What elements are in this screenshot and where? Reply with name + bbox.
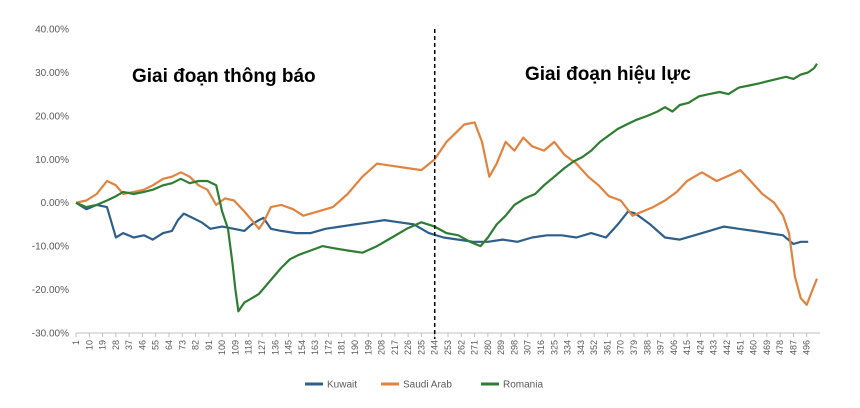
x-tick-label: 478 bbox=[775, 340, 785, 355]
y-tick-label: -20.00% bbox=[32, 285, 69, 296]
x-tick-label: 118 bbox=[244, 340, 254, 354]
x-tick-label: 496 bbox=[802, 340, 812, 355]
series-line-saudi-arab bbox=[75, 121, 819, 306]
x-tick-label: 469 bbox=[762, 340, 772, 355]
y-tick-label: 30.00% bbox=[35, 68, 69, 79]
x-tick-label: 190 bbox=[350, 340, 360, 355]
x-tick-label: 307 bbox=[523, 340, 533, 355]
x-tick-label: 145 bbox=[284, 340, 294, 355]
x-tick-label: 1 bbox=[71, 340, 81, 345]
y-tick-label: 20.00% bbox=[35, 111, 69, 122]
x-tick-label: 181 bbox=[337, 340, 347, 355]
x-tick-label: 379 bbox=[629, 340, 639, 355]
x-tick-label: 109 bbox=[230, 340, 240, 355]
x-tick-label: 487 bbox=[788, 340, 798, 355]
announcement-phase-label: Giai đoạn thông báo bbox=[132, 66, 316, 87]
x-tick-label: 82 bbox=[191, 340, 201, 350]
x-tick-label: 64 bbox=[164, 340, 174, 350]
effective-phase-label: Giai đoạn hiệu lực bbox=[525, 64, 691, 85]
legend-label: Romania bbox=[503, 380, 543, 391]
x-tick-label: 451 bbox=[735, 340, 745, 355]
y-tick-label: 10.00% bbox=[35, 155, 69, 166]
x-tick-label: 271 bbox=[470, 340, 480, 355]
x-tick-label: 46 bbox=[137, 340, 147, 350]
x-tick-label: 415 bbox=[682, 340, 692, 355]
x-tick-label: 334 bbox=[563, 340, 573, 355]
legend-label: Saudi Arab bbox=[403, 380, 452, 391]
x-tick-label: 388 bbox=[642, 340, 652, 355]
x-tick-label: 424 bbox=[695, 340, 705, 355]
y-tick-label: -10.00% bbox=[32, 242, 69, 253]
legend-label: Kuwait bbox=[327, 380, 357, 391]
y-tick-label: -30.00% bbox=[32, 329, 69, 340]
x-tick-label: 397 bbox=[656, 340, 666, 355]
x-tick-label: 361 bbox=[602, 340, 612, 355]
x-tick-label: 100 bbox=[217, 340, 227, 355]
x-tick-label: 280 bbox=[483, 340, 493, 355]
x-tick-label: 352 bbox=[589, 340, 599, 355]
chart-legend: Kuwait Saudi Arab Romania bbox=[305, 380, 543, 391]
x-tick-label: 37 bbox=[124, 340, 134, 350]
x-tick-label: 163 bbox=[310, 340, 320, 355]
x-tick-label: 460 bbox=[749, 340, 759, 355]
x-tick-label: 253 bbox=[443, 340, 453, 355]
y-tick-label: 0.00% bbox=[41, 198, 69, 209]
x-tick-label: 217 bbox=[390, 340, 400, 355]
x-tick-label: 28 bbox=[111, 340, 121, 350]
x-tick-label: 370 bbox=[616, 340, 626, 355]
x-tick-label: 91 bbox=[204, 340, 214, 350]
x-tick-label: 406 bbox=[669, 340, 679, 355]
x-tick-label: 244 bbox=[430, 340, 440, 355]
x-tick-label: 19 bbox=[98, 340, 108, 350]
x-tick-label: 10 bbox=[84, 340, 94, 350]
x-tick-label: 325 bbox=[549, 340, 559, 355]
x-tick-label: 433 bbox=[709, 340, 719, 355]
x-tick-label: 55 bbox=[151, 340, 161, 350]
x-tick-label: 316 bbox=[536, 340, 546, 355]
x-tick-label: 73 bbox=[177, 340, 187, 350]
x-tick-label: 172 bbox=[323, 340, 333, 355]
series-line-kuwait bbox=[75, 201, 809, 246]
x-tick-label: 199 bbox=[363, 340, 373, 355]
x-tick-label: 127 bbox=[257, 340, 267, 355]
x-tick-label: 289 bbox=[496, 340, 506, 355]
y-axis-tick-labels: 40.00% 30.00% 20.00% 10.00% 0.00% -10.00% -20.… bbox=[32, 25, 69, 340]
x-axis-tick-labels: 1 10 19 28 37 46 55 64 73 82 91 100 109 118 127 136 145 1… bbox=[71, 333, 812, 355]
x-tick-label: 235 bbox=[416, 340, 426, 355]
x-tick-label: 208 bbox=[377, 340, 387, 355]
series-line-romania bbox=[75, 63, 818, 313]
x-tick-label: 154 bbox=[297, 340, 307, 355]
x-tick-label: 442 bbox=[722, 340, 732, 355]
x-tick-label: 343 bbox=[576, 340, 586, 355]
x-tick-label: 262 bbox=[456, 340, 466, 355]
series-lines bbox=[75, 63, 819, 313]
x-tick-label: 136 bbox=[270, 340, 280, 355]
y-tick-label: 40.00% bbox=[35, 25, 69, 36]
x-tick-label: 298 bbox=[509, 340, 519, 355]
x-tick-label: 226 bbox=[403, 340, 413, 355]
